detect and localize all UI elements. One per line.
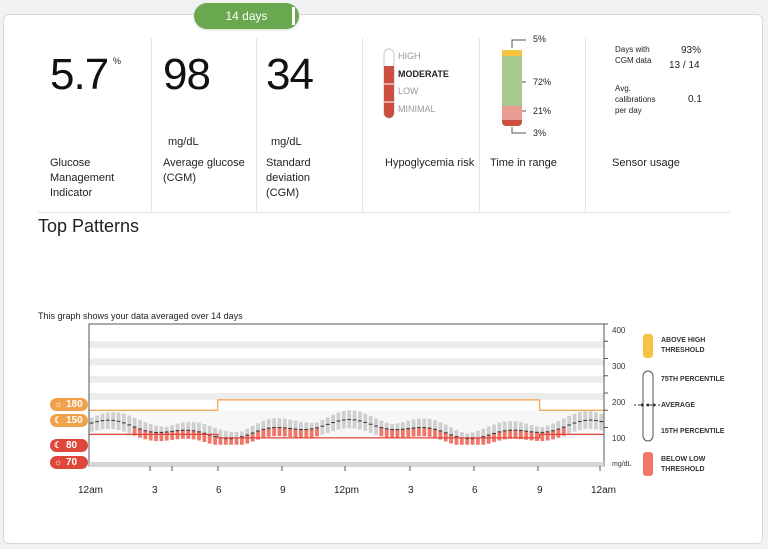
legend-above-swatch — [643, 334, 653, 358]
graph-caption: This graph shows your data averaged over… — [38, 311, 243, 321]
sensor-label: Sensor usage — [612, 157, 680, 169]
threshold-80: ☾ 80 — [50, 439, 88, 452]
x-tick: 12pm — [334, 485, 360, 496]
gmi-label: Glucose Management Indicator — [50, 157, 115, 199]
risk-moderate: MODERATE — [398, 69, 449, 79]
legend-p15: 15TH PERCENTILE — [661, 428, 725, 435]
tir-very-low: 3% — [533, 128, 547, 138]
threshold-value: 80 — [66, 440, 78, 451]
sun-icon: ☼ — [54, 399, 63, 409]
y-tick-400: 400 — [612, 326, 626, 335]
divider — [585, 38, 586, 213]
tab-14-days[interactable]: 14 days — [194, 3, 299, 29]
risk-high: HIGH — [398, 51, 421, 61]
threshold-value: 180 — [66, 399, 83, 410]
moon-icon: ☾ — [54, 440, 63, 450]
sun-icon: ☼ — [54, 457, 63, 467]
threshold-150: ☾ 150 — [50, 414, 88, 427]
days-label: Days with CGM data — [615, 45, 652, 65]
divider — [362, 38, 363, 213]
risk-low: LOW — [398, 86, 419, 96]
legend-below: BELOW LOW THRESHOLD — [661, 456, 706, 473]
y-unit: mg/dL — [612, 461, 632, 468]
sd-value: 34 — [266, 50, 314, 99]
threshold-value: 70 — [66, 457, 78, 468]
divider — [151, 38, 152, 213]
cal-value: 0.1 — [688, 94, 702, 105]
x-tick: 3 — [152, 485, 158, 496]
days-count: 13 / 14 — [669, 60, 700, 71]
days-pct: 93% — [681, 45, 702, 56]
y-tick-200: 200 — [612, 398, 626, 407]
tir-above: 5% — [533, 34, 547, 44]
avg-value: 98 — [163, 50, 211, 99]
gmi-value: 5.7 — [50, 50, 109, 99]
legend-above: ABOVE HIGH THRESHOLD — [661, 337, 706, 354]
sd-unit: mg/dL — [271, 136, 302, 148]
y-tick-100: 100 — [612, 434, 626, 443]
x-tick: 12am — [78, 485, 104, 496]
section-divider — [38, 212, 730, 213]
divider — [256, 38, 257, 213]
tir-stacked-bar — [502, 39, 526, 134]
threshold-value: 150 — [66, 415, 83, 426]
legend-below-swatch — [643, 452, 653, 476]
legend-percentile-icon — [634, 370, 662, 442]
x-tick: 9 — [537, 485, 543, 496]
y-tick-300: 300 — [612, 362, 626, 371]
risk-minimal: MINIMAL — [398, 104, 436, 114]
cal-label: Avg. calibrations per day — [615, 84, 656, 115]
tir-in-range: 72% — [533, 77, 552, 87]
tab-label: 14 days — [225, 9, 268, 23]
tir-low: 21% — [533, 106, 552, 116]
hypo-label: Hypoglycemia risk — [385, 157, 475, 169]
x-tick: 6 — [216, 485, 222, 496]
legend-average: AVERAGE — [661, 402, 696, 409]
divider — [479, 38, 480, 213]
risk-gauge — [383, 48, 395, 119]
x-tick: 12am — [591, 485, 617, 496]
x-tick: 9 — [280, 485, 286, 496]
tab-indicator — [292, 7, 295, 25]
gmi-unit: % — [113, 56, 122, 66]
moon-icon: ☾ — [54, 415, 63, 425]
threshold-180: ☼ 180 — [50, 398, 88, 411]
x-tick: 3 — [408, 485, 414, 496]
threshold-70: ☼ 70 — [50, 456, 88, 469]
sd-label: Standard deviation (CGM) — [266, 157, 311, 199]
tir-label: Time in range — [490, 157, 557, 169]
avg-label: Average glucose (CGM) — [163, 157, 245, 184]
avg-unit: mg/dL — [168, 136, 199, 148]
legend-p75: 75TH PERCENTILE — [661, 376, 725, 383]
x-tick: 6 — [472, 485, 478, 496]
section-title: Top Patterns — [38, 216, 140, 236]
